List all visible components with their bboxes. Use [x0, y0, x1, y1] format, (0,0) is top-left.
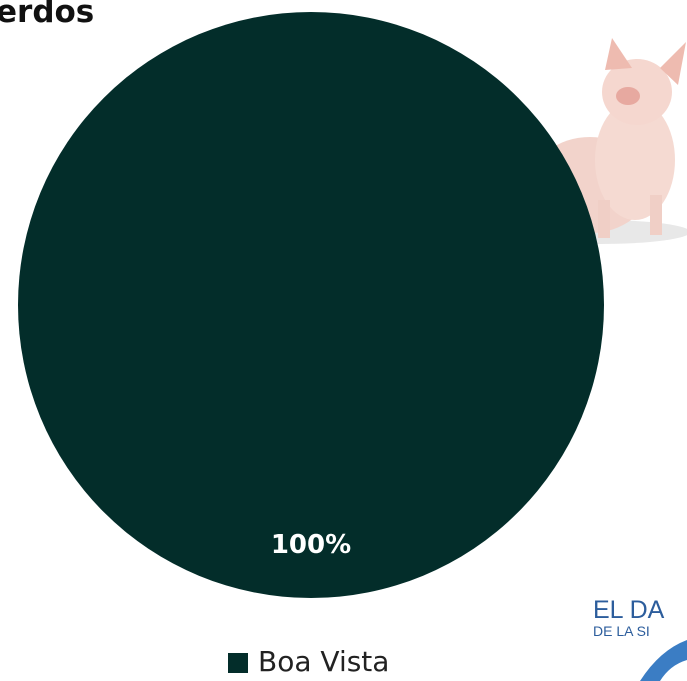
value-label: 100% — [271, 530, 351, 560]
legend-swatch — [228, 653, 248, 673]
chart-title: erdos — [0, 0, 94, 30]
pie: 100% — [18, 12, 604, 598]
logo-line1: EL DA — [593, 596, 665, 624]
legend: Boa Vista — [228, 645, 389, 678]
logo-line2: DE LA SI — [593, 623, 650, 639]
pie-slice — [18, 12, 604, 598]
logo: EL DA DE LA SI — [593, 596, 687, 681]
legend-label: Boa Vista — [258, 645, 389, 678]
